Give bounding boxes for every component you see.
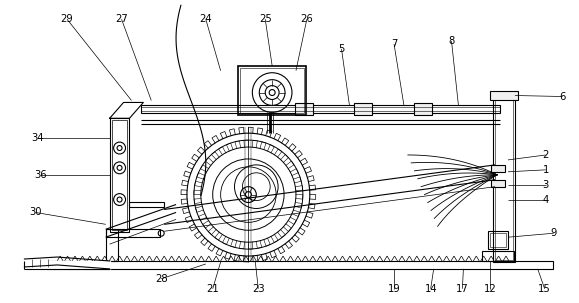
Text: 30: 30 [29,208,42,218]
Bar [491,180,505,187]
Text: 28: 28 [155,274,167,284]
Bar [354,103,372,115]
Text: 1: 1 [543,165,549,175]
Text: 4: 4 [543,195,549,205]
Text: 12: 12 [484,284,497,294]
Polygon shape [24,261,109,269]
Bar [240,68,304,113]
Text: 6: 6 [559,92,566,102]
Bar [414,103,432,115]
Text: 2: 2 [543,150,549,160]
Text: 27: 27 [115,14,128,24]
Bar [130,201,164,208]
Bar [482,251,514,261]
Text: 36: 36 [34,170,47,180]
Bar [106,229,118,261]
Text: 19: 19 [388,284,401,294]
Bar [109,118,130,232]
Text: 26: 26 [301,14,313,24]
Bar [491,165,505,172]
Text: 23: 23 [252,284,265,294]
Bar [106,229,160,237]
Text: 8: 8 [448,36,455,46]
Text: 5: 5 [338,44,345,54]
Bar [493,95,515,262]
Text: 9: 9 [551,228,557,238]
Text: 29: 29 [61,14,74,24]
Bar [141,105,500,113]
Bar [47,261,552,269]
Text: 24: 24 [199,14,212,24]
Bar [495,98,513,260]
Bar [295,103,313,115]
Bar [490,233,506,247]
Text: 17: 17 [456,284,469,294]
Text: 15: 15 [538,284,551,294]
Text: 25: 25 [259,14,272,24]
Bar [112,120,127,230]
Text: 14: 14 [424,284,437,294]
Bar [488,231,508,249]
Text: 7: 7 [391,39,397,49]
Text: 34: 34 [31,133,43,143]
Text: 3: 3 [543,180,549,190]
Text: 21: 21 [206,284,219,294]
Bar [239,66,306,115]
Bar [490,91,518,101]
